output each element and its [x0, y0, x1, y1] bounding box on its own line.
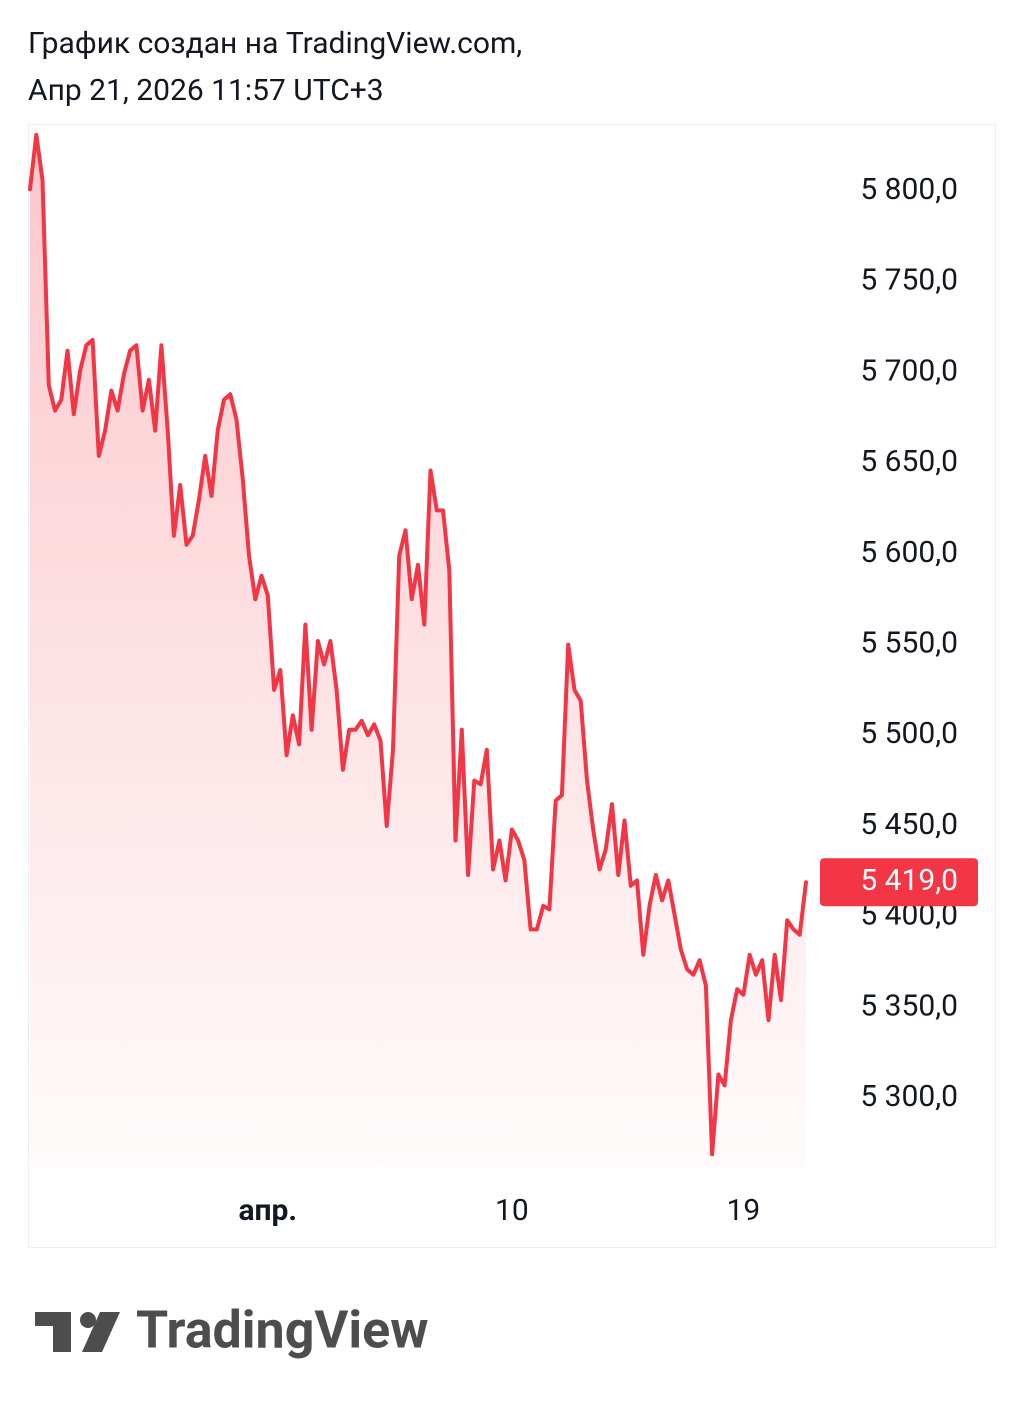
logo-slash: [82, 1312, 120, 1352]
price-line: [28, 132, 808, 1157]
x-tick-label: 10: [495, 1193, 529, 1228]
x-tick-label: апр.: [238, 1193, 297, 1228]
last-price-label: 5 419,0: [860, 863, 958, 898]
chart-frame: [28, 124, 996, 1248]
logo-dot: [80, 1312, 96, 1328]
y-tick-label: 5 550,0: [860, 626, 958, 661]
chart-subtitle: Апр 21, 2026 11:57 UTC+3: [28, 73, 384, 108]
y-tick-label: 5 700,0: [860, 353, 958, 388]
logo-stem: [53, 1312, 71, 1352]
y-tick-label: 5 450,0: [860, 807, 958, 842]
plot-area: 5 800,0 5 750,0 5 700,0 5 650,0 5 600,0 5 550…: [28, 132, 978, 1228]
area-fill: [30, 134, 806, 1167]
last-price-badge: [820, 858, 978, 907]
y-tick-label: 5 650,0: [860, 444, 958, 479]
y-tick-label: 5 800,0: [860, 172, 958, 207]
y-tick-label: 5 500,0: [860, 716, 958, 751]
y-tick-label: 5 600,0: [860, 535, 958, 570]
y-tick-label: 5 300,0: [860, 1079, 958, 1114]
x-tick-label: 19: [727, 1193, 761, 1228]
chart-title: График создан на TradingView.com,: [28, 26, 522, 61]
logo: TradingView: [35, 1300, 428, 1361]
y-tick-label: 5 750,0: [860, 263, 958, 298]
logo-text: TradingView: [136, 1300, 428, 1361]
y-tick-label: 5 350,0: [860, 988, 958, 1023]
